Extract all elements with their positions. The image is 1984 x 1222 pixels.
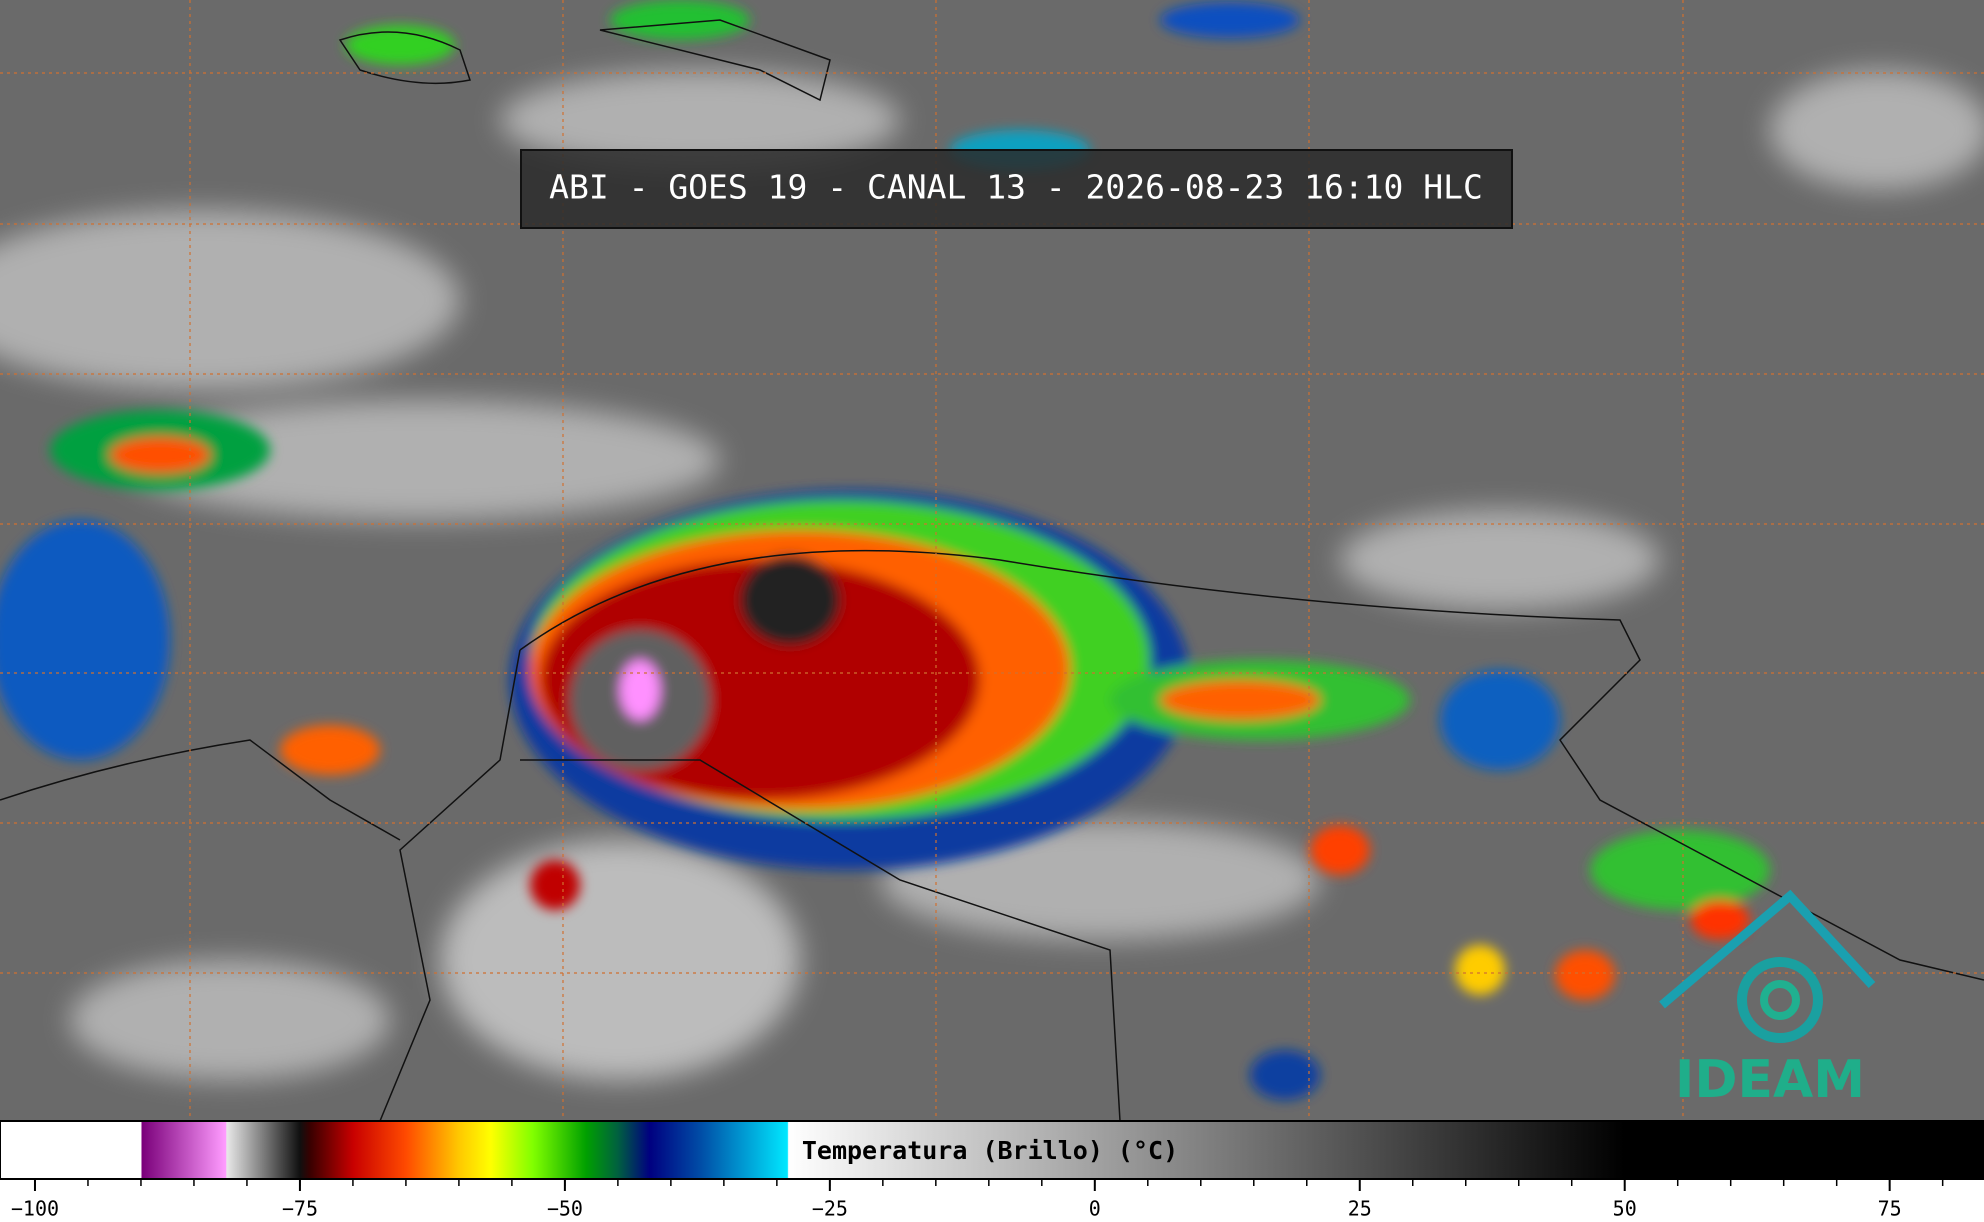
tick-label: 50: [1613, 1197, 1637, 1221]
tick-label: −75: [282, 1197, 318, 1221]
tick-label: −25: [812, 1197, 848, 1221]
title: ABI - GOES 19 - CANAL 13 - 2026-08-23 16…: [549, 168, 1483, 207]
logo: IDEAM: [1659, 889, 1876, 1110]
tick-label: 75: [1878, 1197, 1902, 1221]
title-box: ABI - GOES 19 - CANAL 13 - 2026-08-23 16…: [520, 149, 1513, 229]
tick-label: −100: [11, 1197, 59, 1221]
tick-label: 0: [1089, 1197, 1101, 1221]
tick-label: 25: [1348, 1197, 1372, 1221]
colorbar-label: Temperatura (Brillo) (°C): [802, 1136, 1178, 1165]
colorbar: Temperatura (Brillo) (°C) −100 −75 −50 −25 0…: [0, 1120, 1984, 1221]
logo-text: IDEAM: [1675, 1050, 1865, 1110]
tick-label: −50: [547, 1197, 583, 1221]
